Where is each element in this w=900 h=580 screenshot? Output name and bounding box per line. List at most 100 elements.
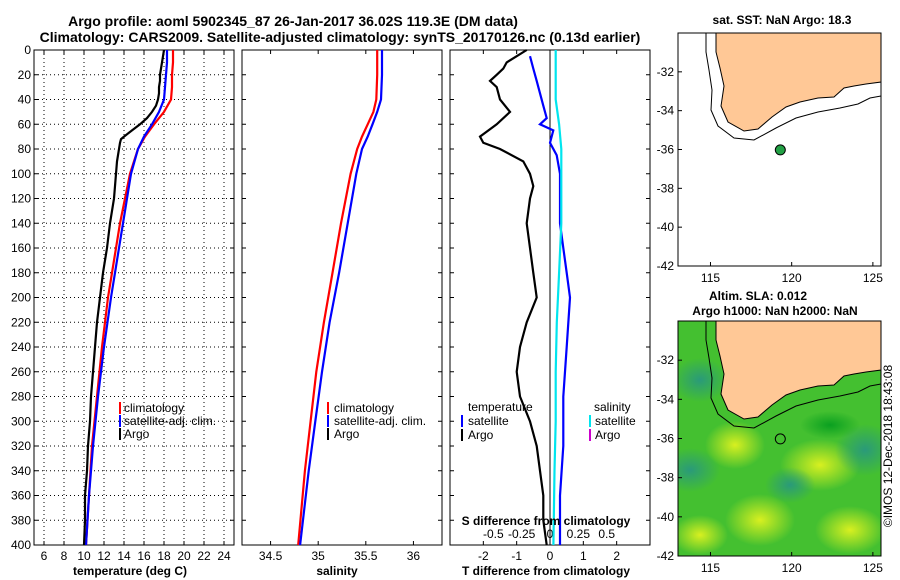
salinity-legend: climatology satellite-adj. clim. Argo	[327, 401, 426, 441]
s-tick-label: 0.5	[598, 527, 615, 541]
x-tick-label: 24	[217, 549, 231, 563]
depth-tick-label: 200	[11, 291, 31, 305]
sla-patch	[705, 421, 765, 469]
map-y-tick-label: -32	[657, 353, 675, 367]
credit-text: ©IMOS 12-Dec-2018 18:43:08	[881, 365, 895, 528]
legend-label-climatology: climatology	[124, 401, 184, 415]
series-line-satellite-adj-clim-	[84, 50, 169, 546]
sla-map-isobath	[705, 321, 882, 429]
sla-map-land	[715, 320, 882, 420]
x-tick-label: 34.5	[259, 549, 283, 563]
x-tick-label: -2	[478, 549, 489, 563]
sla-patch	[678, 358, 728, 402]
depth-tick-label: 180	[11, 266, 31, 280]
legend-label-satellite: satellite-adj. clim.	[124, 414, 216, 428]
map-x-tick-label: 115	[701, 561, 720, 575]
legend-label-s-satellite: satellite	[595, 414, 636, 428]
map-y-tick-label: -36	[657, 432, 675, 446]
map-y-tick-label: -40	[657, 220, 675, 234]
x-tick-label: 12	[97, 549, 111, 563]
x-tick-label: 10	[77, 549, 91, 563]
sst-map-title: sat. SST: NaN Argo: 18.3	[713, 13, 852, 27]
map-y-tick-label: -38	[657, 181, 675, 195]
profile-lines	[82, 49, 572, 546]
depth-tick-label: 240	[11, 340, 31, 354]
depth-tick-label: 120	[11, 192, 31, 206]
sst-map: 115 120 125 -32 -34 -36 -38 -40 -42	[657, 32, 884, 285]
series-line-climatology	[84, 50, 175, 546]
legend-label-satellite: satellite-adj. clim.	[334, 414, 426, 428]
depth-axis: 0 20 40 60 80 100 120 140 160 180 200 220 240 260 280 3…	[11, 43, 650, 552]
x-tick-label: 6	[41, 549, 48, 563]
depth-tick-label: 360	[11, 489, 31, 503]
sst-map-land	[715, 32, 882, 132]
depth-tick-label: 400	[11, 538, 31, 552]
x-tick-label: -1	[511, 549, 522, 563]
map-y-tick-label: -36	[657, 143, 675, 157]
depth-tick-label: 100	[11, 167, 31, 181]
difference-legend: temperature satellite Argo salinity sate…	[461, 400, 636, 442]
title-line-2: Climatology: CARS2009. Satellite-adjuste…	[40, 29, 641, 45]
depth-tick-label: 220	[11, 315, 31, 329]
argo-float-marker	[774, 433, 786, 445]
sla-patch	[765, 467, 815, 503]
x-tick-label: 1	[580, 549, 587, 563]
x-tick-label: 36	[407, 549, 421, 563]
sla-patch	[725, 494, 795, 546]
depth-tick-label: 320	[11, 439, 31, 453]
depth-tick-label: 260	[11, 365, 31, 379]
x-tick-label: 35.5	[354, 549, 378, 563]
series-line-t-argo	[478, 49, 548, 546]
s-difference-x-ticks: -0.5-0.2500.250.5	[483, 527, 615, 541]
x-tick-label: 22	[197, 549, 211, 563]
s-difference-xlabel: S difference from climatology	[462, 514, 631, 528]
map-x-tick-label: 120	[782, 271, 802, 285]
sst-map-isobath	[705, 33, 882, 141]
depth-tick-label: 280	[11, 390, 31, 404]
x-tick-label: 18	[157, 549, 171, 563]
x-tick-label: 0	[547, 549, 554, 563]
sla-patch	[800, 411, 860, 439]
depth-tick-label: 380	[11, 513, 31, 527]
x-tick-label: 20	[177, 549, 191, 563]
map-x-tick-label: 120	[782, 561, 802, 575]
legend-label-t-argo: Argo	[468, 428, 494, 442]
depth-tick-label: 160	[11, 241, 31, 255]
temperature-grid	[34, 49, 234, 546]
depth-tick-label: 60	[18, 117, 32, 131]
x-tick-label: 8	[61, 549, 68, 563]
x-tick-label: 35	[312, 549, 326, 563]
sst-map-ticks: 115 120 125 -32 -34 -36 -38 -40 -42	[657, 65, 884, 285]
legend-title-salinity: salinity	[594, 400, 631, 414]
series-line-climatology	[297, 50, 379, 546]
sla-patch	[835, 424, 881, 476]
temperature-legend: climatology satellite-adj. clim. Argo	[119, 401, 216, 441]
depth-tick-label: 340	[11, 464, 31, 478]
legend-label-argo: Argo	[334, 427, 360, 441]
x-tick-label: 14	[117, 549, 131, 563]
x-tick-label: 16	[137, 549, 151, 563]
series-line-t-satellite	[528, 55, 572, 545]
map-y-tick-label: -38	[657, 471, 675, 485]
sla-map-title-1: Altim. SLA: 0.012	[709, 289, 807, 303]
map-y-tick-label: -42	[657, 549, 675, 563]
series-line-s-satellite	[552, 50, 563, 546]
series-line-argo	[82, 49, 166, 546]
map-y-tick-label: -40	[657, 510, 675, 524]
salinity-xlabel: salinity	[316, 564, 358, 578]
sla-patch	[678, 515, 728, 555]
legend-label-t-satellite: satellite	[468, 414, 509, 428]
map-x-tick-label: 125	[863, 561, 883, 575]
sla-map-ticks: 115 120 125 -32 -34 -36 -38 -40 -42	[657, 353, 884, 575]
depth-tick-label: 140	[11, 216, 31, 230]
x-tick-label: 2	[613, 549, 620, 563]
depth-tick-label: 40	[18, 93, 32, 107]
depth-tick-label: 0	[24, 43, 31, 57]
sla-patch	[815, 506, 881, 554]
map-y-tick-label: -32	[657, 65, 675, 79]
t-difference-xlabel: T difference from climatology	[462, 564, 630, 578]
temperature-x-ticks: 6 8 10 12 14 16 18 20 22 24	[41, 50, 231, 563]
depth-tick-label: 20	[18, 68, 32, 82]
sla-patch	[678, 448, 720, 492]
